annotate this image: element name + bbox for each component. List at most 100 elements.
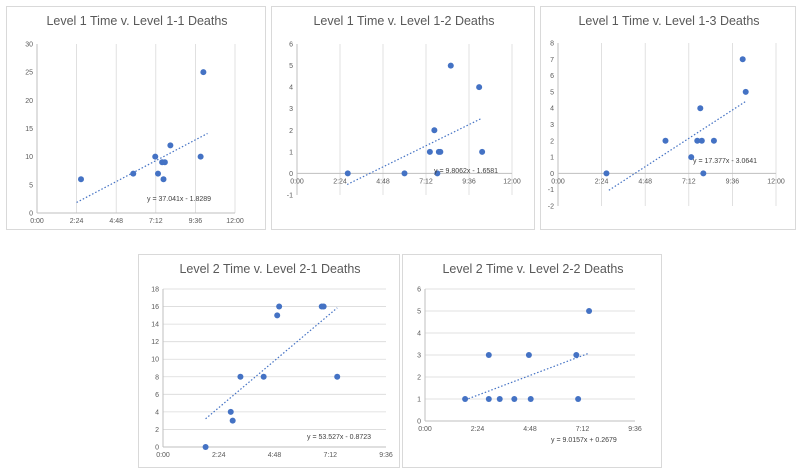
x-tick-label: 0:00 [156,452,170,459]
y-tick-label: 0 [289,171,293,178]
x-tick-label: 4:48 [523,426,537,433]
x-tick-label: 4:48 [638,178,652,185]
data-point [698,137,705,144]
data-point [462,396,469,402]
data-point [161,159,168,166]
data-point [739,56,746,63]
y-tick-label: 18 [151,287,159,294]
data-point [573,352,580,358]
y-tick-label: 3 [550,122,554,129]
x-tick-label: 4:48 [268,452,282,459]
data-point [260,373,267,380]
scatter-chart-level-2-2: Level 2 Time v. Level 2-2 Deaths 0 1 2 3 4 5 6 0… [417,262,642,444]
y-tick-label: 2 [155,427,159,434]
data-point [700,170,707,177]
y-tick-label: 0 [29,211,33,218]
data-point [167,142,174,149]
data-point [155,170,161,177]
data-point [586,308,593,314]
trendline [346,117,483,186]
data-point [401,170,408,177]
data-point [603,170,610,177]
trendline-equation: y = 53.527x - 0.8723 [307,434,371,441]
y-tick-label: -1 [287,193,293,200]
y-tick-label: 4 [289,85,293,92]
chart-title: Level 1 Time v. Level 1-2 Deaths [313,14,494,28]
y-tick-label: 5 [417,309,421,316]
data-point [511,396,518,402]
x-tick-label: 9:36 [379,452,393,459]
x-tick-label: 9:36 [189,218,203,225]
y-tick-label: 4 [155,409,159,416]
trendline [608,100,747,191]
x-tick-label: 0:00 [290,178,304,185]
x-tick-label: 9:36 [462,178,476,185]
x-tick-label: 7:12 [419,178,433,185]
x-tick-label: 12:00 [767,178,785,185]
scatter-chart-level-2-1: Level 2 Time v. Level 2-1 Deaths 0 2 4 6 8 10 1… [151,262,393,459]
trendline-equation: y = 9.0157x + 0.2679 [551,437,617,444]
x-tick-label: 2:24 [595,178,609,185]
trendline-equation: y = 17.377x - 3.0641 [693,158,757,165]
y-tick-label: 7 [550,57,554,64]
x-tick-label: 2:24 [471,426,485,433]
x-tick-label: 12:00 [503,178,521,185]
x-tick-label: 7:12 [149,218,163,225]
data-point [479,148,486,155]
y-tick-label: -2 [548,204,554,211]
y-tick-label: 5 [289,63,293,70]
data-point [575,396,582,402]
x-tick-label: 4:48 [109,218,123,225]
data-point [227,408,234,415]
chart-panel-level-1-3: Level 1 Time v. Level 1-3 Deaths -2 -1 0 1 2 3… [540,6,796,230]
data-point [160,176,167,183]
data-point [496,396,503,402]
x-tick-label: 7:12 [682,178,696,185]
data-point [237,373,244,380]
data-point [334,373,341,380]
x-tick-label: 2:24 [333,178,347,185]
chart-panel-level-1-2: Level 1 Time v. Level 1-2 Deaths -1 0 1 2 3 4 5… [271,6,535,230]
scatter-chart-level-1-1: Level 1 Time v. Level 1-1 Deaths 0 5 10 15 20… [25,14,244,225]
data-point [426,148,433,155]
y-tick-label: 0 [155,445,159,452]
y-tick-label: 0 [550,171,554,178]
trendline-equation: y = 9.8062x - 1.6581 [434,168,498,175]
y-tick-label: 6 [550,73,554,80]
x-tick-label: 2:24 [212,452,226,459]
chart-panel-level-2-2: Level 2 Time v. Level 2-2 Deaths 0 1 2 3 4 5 6 0… [402,254,662,468]
data-point [662,137,669,144]
y-tick-label: 1 [417,397,421,404]
x-tick-label: 0:00 [30,218,44,225]
data-point [197,153,204,160]
data-point [78,176,84,183]
trendline [205,307,338,420]
y-tick-label: 5 [550,89,554,96]
y-tick-label: 2 [417,375,421,382]
data-point [485,396,492,402]
y-tick-label: 4 [550,106,554,113]
chart-panel-level-1-1: Level 1 Time v. Level 1-1 Deaths 0 5 10 15 20… [6,6,266,230]
chart-title: Level 2 Time v. Level 2-1 Deaths [179,262,360,276]
data-point [437,148,444,155]
y-tick-label: 2 [289,128,293,135]
data-point [694,137,701,144]
y-tick-label: 1 [289,149,293,156]
data-point [447,62,454,69]
chart-title: Level 1 Time v. Level 1-1 Deaths [46,14,227,28]
x-tick-label: 7:12 [323,452,337,459]
x-tick-label: 9:36 [628,426,642,433]
y-tick-label: 16 [151,304,159,311]
data-point [710,137,717,144]
data-point [274,312,281,319]
trendline [464,352,590,401]
chart-title: Level 1 Time v. Level 1-3 Deaths [578,14,759,28]
data-point [200,69,207,76]
y-tick-label: 8 [550,41,554,48]
y-tick-label: 3 [289,106,293,113]
trendline-equation: y = 37.041x - 1.8289 [147,196,211,203]
data-point [527,396,534,402]
data-point [276,303,283,310]
x-tick-label: 0:00 [418,426,432,433]
x-tick-label: 0:00 [551,178,565,185]
